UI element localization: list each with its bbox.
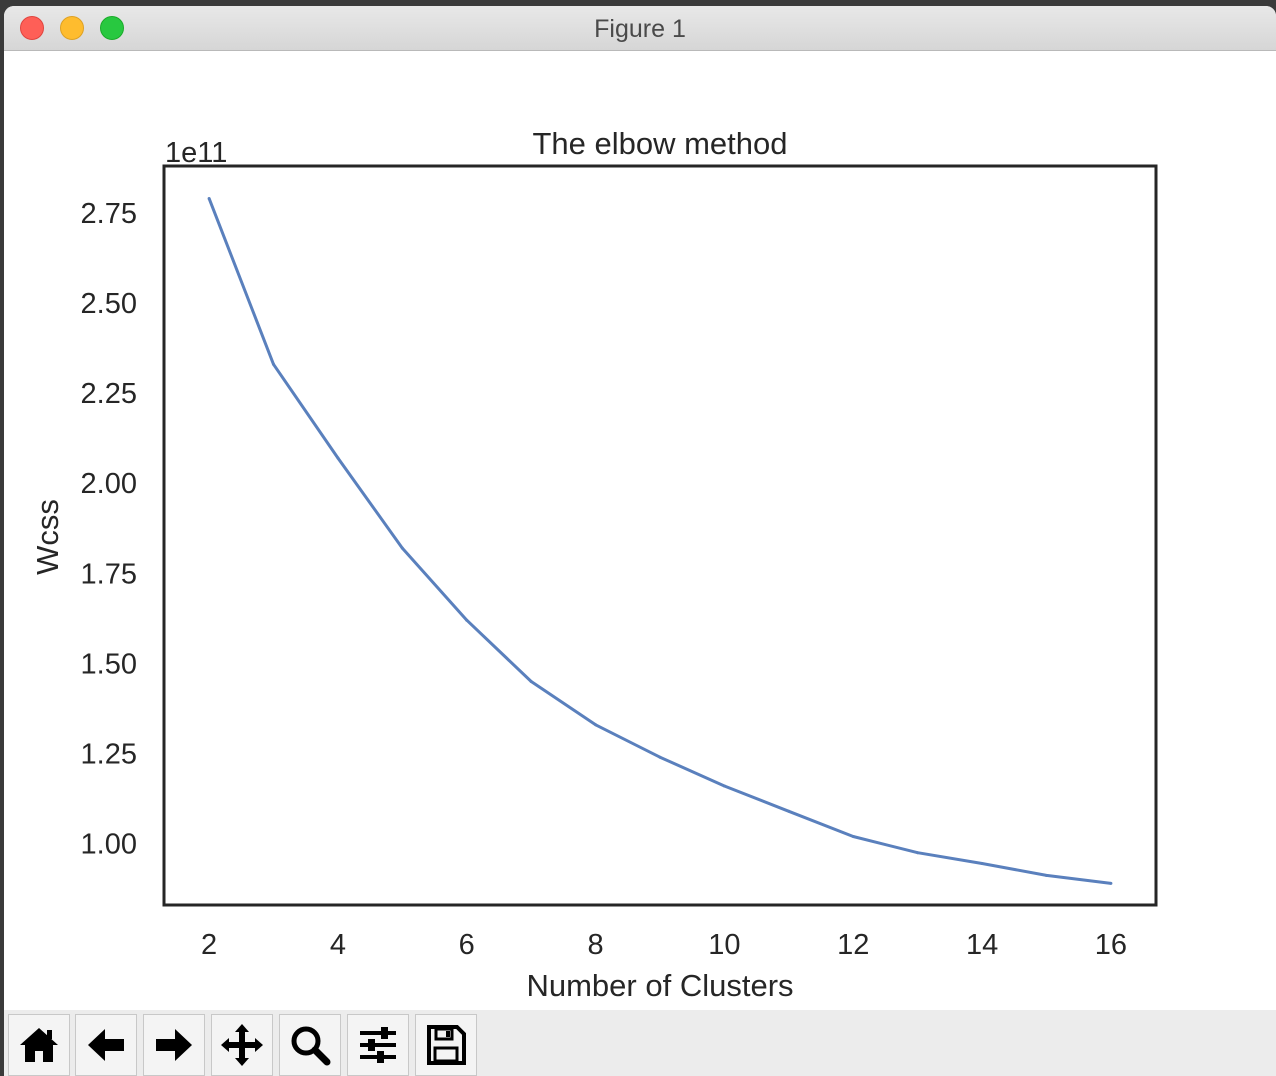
y-tick-label: 2.75 (81, 198, 137, 230)
x-tick-label: 12 (837, 929, 869, 961)
zoom-button[interactable] (279, 1014, 341, 1076)
figure-window: Figure 1 The elbow method 1e11 2 4 6 8 10 12 1… (4, 6, 1276, 1076)
configure-subplots-button[interactable] (347, 1014, 409, 1076)
plot-frame (162, 164, 1158, 907)
y-tick-label: 2.25 (81, 378, 137, 410)
data-point (851, 835, 855, 839)
window-title: Figure 1 (594, 15, 686, 43)
data-point (787, 809, 791, 813)
save-button[interactable] (415, 1014, 477, 1076)
search-icon (291, 1026, 331, 1066)
data-point (980, 862, 984, 866)
y-tick-labels: 1.00 1.25 1.50 1.75 2.00 2.25 2.50 2.75 (81, 198, 137, 861)
title-bar[interactable]: Figure 1 (4, 6, 1276, 51)
minimize-button[interactable] (60, 16, 84, 40)
close-button[interactable] (20, 16, 44, 40)
data-point (1044, 873, 1048, 877)
data-point (272, 362, 276, 366)
back-button[interactable] (75, 1014, 137, 1076)
line-chart: The elbow method 1e11 2 4 6 8 10 12 14 16 1.001… (30, 126, 1158, 1003)
arrow-left-icon (88, 1029, 124, 1061)
y-tick-label: 1.00 (81, 829, 137, 861)
maximize-button[interactable] (100, 16, 124, 40)
data-point (336, 456, 340, 460)
save-icon (427, 1025, 466, 1065)
data-point (207, 196, 211, 200)
series-points (207, 196, 1113, 885)
home-icon (20, 1028, 58, 1062)
x-tick-label: 14 (966, 929, 998, 961)
x-tick-label: 16 (1095, 929, 1127, 961)
x-tick-label: 10 (708, 929, 740, 961)
sliders-icon (360, 1027, 396, 1063)
x-tick-label: 6 (459, 929, 475, 961)
arrow-right-icon (156, 1029, 192, 1061)
data-point (400, 546, 404, 550)
y-tick-label: 2.50 (81, 288, 137, 320)
y-axis-label: Wcss (30, 499, 65, 575)
y-tick-label: 1.50 (81, 648, 137, 680)
forward-button[interactable] (143, 1014, 205, 1076)
chart-title: The elbow method (532, 126, 787, 161)
y-tick-label: 2.00 (81, 468, 137, 500)
y-offset-text: 1e11 (165, 137, 227, 169)
move-icon (221, 1024, 263, 1066)
wcss-series-line (207, 197, 1112, 885)
navigation-toolbar (4, 1010, 1276, 1076)
data-point (1109, 881, 1113, 885)
data-point (722, 784, 726, 788)
data-point (658, 755, 662, 759)
data-point (465, 618, 469, 622)
x-tick-label: 4 (330, 929, 346, 961)
home-button[interactable] (8, 1014, 70, 1076)
plot-canvas[interactable]: The elbow method 1e11 2 4 6 8 10 12 14 16 1.00 1… (4, 51, 1276, 1011)
x-tick-label: 2 (201, 929, 217, 961)
y-tick-label: 1.75 (81, 558, 137, 590)
data-point (594, 723, 598, 727)
data-point (529, 679, 533, 683)
data-point (916, 851, 920, 855)
x-tick-label: 8 (588, 929, 604, 961)
y-tick-label: 1.25 (81, 739, 137, 771)
pan-button[interactable] (211, 1014, 273, 1076)
x-tick-labels: 2 4 6 8 10 12 14 16 (201, 929, 1127, 961)
x-axis-label: Number of Clusters (526, 968, 793, 1003)
